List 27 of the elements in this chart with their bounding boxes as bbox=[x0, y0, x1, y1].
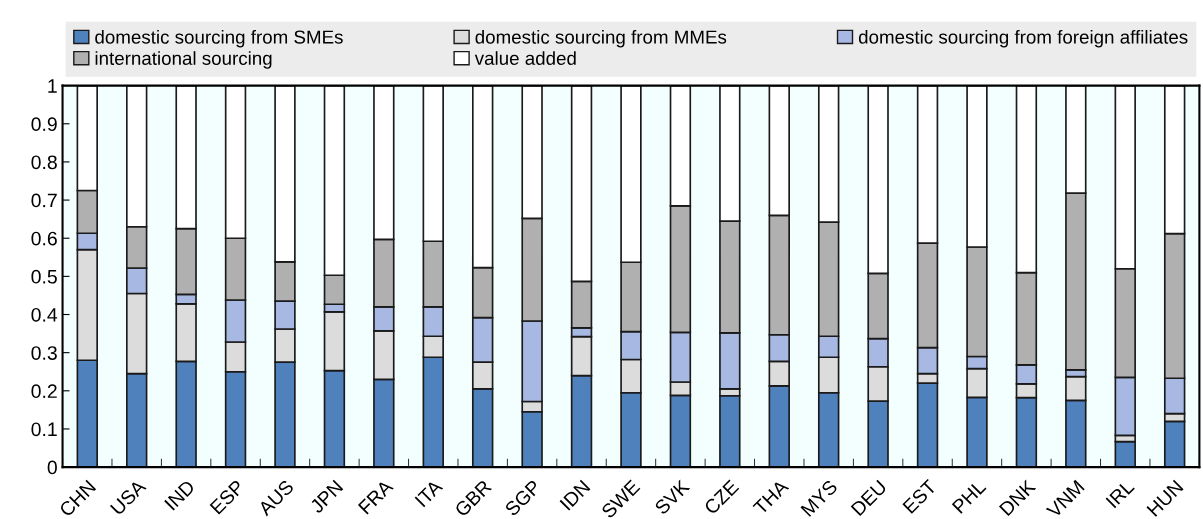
y-tick-label: 0.6 bbox=[31, 231, 57, 246]
x-tick-label: PHL bbox=[951, 479, 987, 514]
y-tick-label: 0.5 bbox=[31, 269, 57, 284]
y-tick-label: 0.2 bbox=[31, 384, 57, 399]
x-tick-label: JPN bbox=[309, 479, 344, 515]
y-tick-label: 1 bbox=[48, 79, 57, 93]
y-tick-label: 0.3 bbox=[31, 346, 57, 360]
x-tick-label: ITA bbox=[414, 478, 444, 508]
bar bbox=[719, 394, 741, 468]
legend-label: domestic sourcing from foreign affiliates bbox=[858, 29, 1188, 48]
legend-label: domestic sourcing from MMEs bbox=[475, 29, 727, 48]
legend-label: value added bbox=[474, 51, 576, 65]
x-tick-label: IRL bbox=[1105, 479, 1135, 509]
x-tick-label: IND bbox=[164, 479, 196, 511]
x-tick-label: FRA bbox=[357, 478, 394, 515]
x-tick-label: THA bbox=[752, 478, 790, 516]
y-tick-label: 0.8 bbox=[31, 155, 57, 170]
y-tick-label: 0 bbox=[47, 460, 57, 475]
y-tick-label: 0.7 bbox=[31, 193, 57, 208]
y-tick-label: 0.9 bbox=[31, 117, 57, 132]
bar bbox=[1114, 440, 1136, 468]
legend-label: international sourcing bbox=[95, 51, 272, 69]
y-tick-label: 0.1 bbox=[31, 422, 57, 437]
legend-label: domestic sourcing from SMEs bbox=[95, 29, 343, 48]
x-tick-label: IDN bbox=[559, 479, 591, 511]
x-tick-label: USA bbox=[109, 478, 147, 516]
y-tick-label: 0.4 bbox=[31, 307, 58, 322]
